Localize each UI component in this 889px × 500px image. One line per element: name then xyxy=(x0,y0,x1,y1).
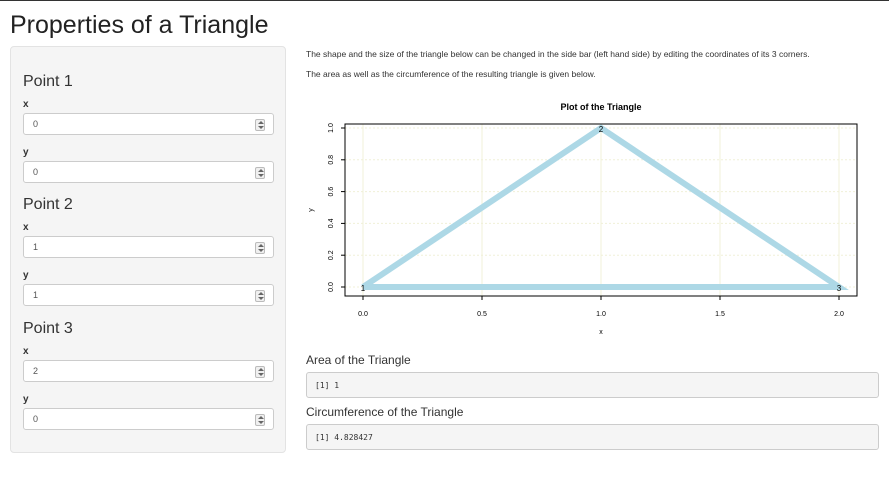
spinner-up-icon[interactable] xyxy=(258,244,264,247)
x-tick-label-1: 0.5 xyxy=(477,311,487,318)
description-line-2: The area as well as the circumference of… xyxy=(306,69,596,79)
point-label-1: 1 xyxy=(361,284,366,293)
x-axis-label: x xyxy=(599,329,603,336)
spinner-down-icon[interactable] xyxy=(258,126,264,129)
spinner-up-icon[interactable] xyxy=(258,121,264,124)
spinner-down-icon[interactable] xyxy=(258,249,264,252)
spinner-down-icon[interactable] xyxy=(258,297,264,300)
point3-y-input[interactable]: 0 xyxy=(23,408,274,430)
description-line-1: The shape and the size of the triangle b… xyxy=(306,49,810,59)
point2-heading: Point 2 xyxy=(23,196,73,213)
point3-y-value: 0 xyxy=(33,414,39,424)
triangle-series xyxy=(361,124,849,290)
spinner-up-icon[interactable] xyxy=(258,292,264,295)
point3-x-input[interactable]: 2 xyxy=(23,360,274,382)
point2-y-value: 1 xyxy=(33,290,39,300)
spinner-down-icon[interactable] xyxy=(258,373,264,376)
spinner-up-icon[interactable] xyxy=(258,416,264,419)
sidebar-panel: Point 1 x 0 y 0 Point 2 x 1 y 1 Point 3 … xyxy=(10,46,286,453)
page-title: Properties of a Triangle xyxy=(10,11,269,39)
point1-y-input[interactable]: 0 xyxy=(23,161,274,183)
area-output: [1] 1 xyxy=(306,372,879,398)
y-tick-label-1: 0.2 xyxy=(328,250,335,260)
x-tick-label-0: 0.0 xyxy=(358,311,368,318)
point1-x-spinner[interactable] xyxy=(255,119,265,131)
y-tick-label-2: 0.4 xyxy=(328,218,335,228)
y-axis-label: y xyxy=(308,208,315,212)
area-value: [1] 1 xyxy=(315,381,340,390)
area-title: Area of the Triangle xyxy=(306,353,411,367)
point3-x-spinner[interactable] xyxy=(255,366,265,378)
y-tick-label-0: 0.0 xyxy=(328,282,335,292)
point1-y-label: y xyxy=(23,147,29,158)
point3-x-label: x xyxy=(23,346,29,357)
spinner-up-icon[interactable] xyxy=(258,169,264,172)
point3-x-value: 2 xyxy=(33,366,39,376)
point1-y-spinner[interactable] xyxy=(255,167,265,179)
circumference-title: Circumference of the Triangle xyxy=(306,405,464,419)
x-tick-label-2: 1.0 xyxy=(596,311,606,318)
y-tick-label-4: 0.8 xyxy=(328,155,335,165)
point2-y-spinner[interactable] xyxy=(255,290,265,302)
point2-y-label: y xyxy=(23,270,29,281)
point2-x-spinner[interactable] xyxy=(255,242,265,254)
point2-y-input[interactable]: 1 xyxy=(23,284,274,306)
point1-x-input[interactable]: 0 xyxy=(23,113,274,135)
spinner-down-icon[interactable] xyxy=(258,174,264,177)
x-tick-label-4: 2.0 xyxy=(834,311,844,318)
point1-y-value: 0 xyxy=(33,167,39,177)
point3-heading: Point 3 xyxy=(23,320,73,337)
y-tick-label-5: 1.0 xyxy=(328,123,335,133)
point1-heading: Point 1 xyxy=(23,73,73,90)
triangle-plot: Plot of the Triangle 1 2 3 0.0 0.5 1.0 1.5 2.0 0.… xyxy=(308,102,858,336)
point1-x-value: 0 xyxy=(33,119,39,129)
point2-x-value: 1 xyxy=(33,242,39,252)
circumference-value: [1] 4.828427 xyxy=(315,433,373,442)
point1-x-label: x xyxy=(23,99,29,110)
x-tick-label-3: 1.5 xyxy=(715,311,725,318)
point-label-2: 2 xyxy=(599,125,604,134)
spinner-up-icon[interactable] xyxy=(258,368,264,371)
point2-x-label: x xyxy=(23,222,29,233)
point-label-3: 3 xyxy=(837,284,842,293)
point2-x-input[interactable]: 1 xyxy=(23,236,274,258)
circumference-output: [1] 4.828427 xyxy=(306,424,879,450)
point3-y-spinner[interactable] xyxy=(255,414,265,426)
point3-y-label: y xyxy=(23,394,29,405)
spinner-down-icon[interactable] xyxy=(258,421,264,424)
chart-title: Plot of the Triangle xyxy=(560,102,641,112)
y-tick-label-3: 0.6 xyxy=(328,187,335,197)
